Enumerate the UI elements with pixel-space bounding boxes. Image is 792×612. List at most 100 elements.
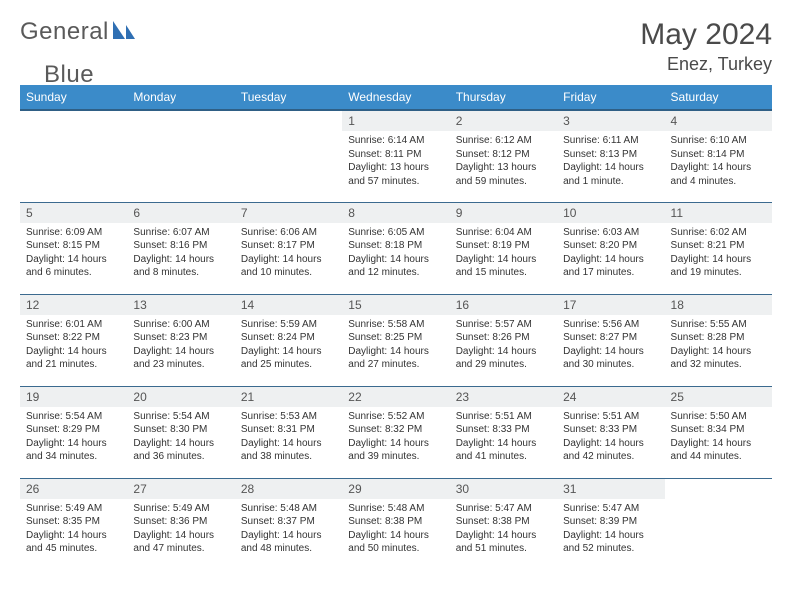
day-cell: 15Sunrise: 5:58 AMSunset: 8:25 PMDayligh… (342, 294, 449, 386)
day-cell: 31Sunrise: 5:47 AMSunset: 8:39 PMDayligh… (557, 478, 664, 570)
day-number: 5 (20, 203, 127, 223)
empty-cell: .. (20, 110, 127, 202)
day-cell: 14Sunrise: 5:59 AMSunset: 8:24 PMDayligh… (235, 294, 342, 386)
day-body: Sunrise: 6:06 AMSunset: 8:17 PMDaylight:… (235, 223, 342, 284)
day-number: 25 (665, 387, 772, 407)
day-body: Sunrise: 5:47 AMSunset: 8:38 PMDaylight:… (450, 499, 557, 560)
day-number: 27 (127, 479, 234, 499)
day-body: Sunrise: 6:02 AMSunset: 8:21 PMDaylight:… (665, 223, 772, 284)
logo: General (20, 18, 139, 46)
day-cell: 13Sunrise: 6:00 AMSunset: 8:23 PMDayligh… (127, 294, 234, 386)
day-cell: 4Sunrise: 6:10 AMSunset: 8:14 PMDaylight… (665, 110, 772, 202)
day-cell: 5Sunrise: 6:09 AMSunset: 8:15 PMDaylight… (20, 202, 127, 294)
day-number: 12 (20, 295, 127, 315)
day-body: Sunrise: 5:49 AMSunset: 8:36 PMDaylight:… (127, 499, 234, 560)
empty-cell: .. (127, 110, 234, 202)
day-cell: 8Sunrise: 6:05 AMSunset: 8:18 PMDaylight… (342, 202, 449, 294)
day-body: Sunrise: 5:54 AMSunset: 8:29 PMDaylight:… (20, 407, 127, 468)
day-number: 26 (20, 479, 127, 499)
logo-text-1: General (20, 18, 109, 46)
day-body: Sunrise: 5:58 AMSunset: 8:25 PMDaylight:… (342, 315, 449, 376)
day-body: Sunrise: 5:54 AMSunset: 8:30 PMDaylight:… (127, 407, 234, 468)
day-number: 8 (342, 203, 449, 223)
day-body: Sunrise: 5:55 AMSunset: 8:28 PMDaylight:… (665, 315, 772, 376)
day-number: 1 (342, 111, 449, 131)
day-number: 2 (450, 111, 557, 131)
day-body: Sunrise: 5:48 AMSunset: 8:38 PMDaylight:… (342, 499, 449, 560)
calendar-body: ......1Sunrise: 6:14 AMSunset: 8:11 PMDa… (20, 110, 772, 570)
day-cell: 29Sunrise: 5:48 AMSunset: 8:38 PMDayligh… (342, 478, 449, 570)
day-body: Sunrise: 6:07 AMSunset: 8:16 PMDaylight:… (127, 223, 234, 284)
empty-cell: .. (235, 110, 342, 202)
day-body: Sunrise: 5:49 AMSunset: 8:35 PMDaylight:… (20, 499, 127, 560)
day-body: Sunrise: 5:50 AMSunset: 8:34 PMDaylight:… (665, 407, 772, 468)
day-cell: 3Sunrise: 6:11 AMSunset: 8:13 PMDaylight… (557, 110, 664, 202)
empty-cell: .. (665, 478, 772, 570)
day-number: 3 (557, 111, 664, 131)
month-year: May 2024 (640, 18, 772, 52)
day-cell: 12Sunrise: 6:01 AMSunset: 8:22 PMDayligh… (20, 294, 127, 386)
day-body: Sunrise: 5:53 AMSunset: 8:31 PMDaylight:… (235, 407, 342, 468)
day-cell: 26Sunrise: 5:49 AMSunset: 8:35 PMDayligh… (20, 478, 127, 570)
day-number: 13 (127, 295, 234, 315)
day-number: 22 (342, 387, 449, 407)
day-body: Sunrise: 6:05 AMSunset: 8:18 PMDaylight:… (342, 223, 449, 284)
day-cell: 10Sunrise: 6:03 AMSunset: 8:20 PMDayligh… (557, 202, 664, 294)
day-body: Sunrise: 5:52 AMSunset: 8:32 PMDaylight:… (342, 407, 449, 468)
day-body: Sunrise: 5:48 AMSunset: 8:37 PMDaylight:… (235, 499, 342, 560)
day-cell: 20Sunrise: 5:54 AMSunset: 8:30 PMDayligh… (127, 386, 234, 478)
day-number: 19 (20, 387, 127, 407)
day-number: 10 (557, 203, 664, 223)
day-cell: 1Sunrise: 6:14 AMSunset: 8:11 PMDaylight… (342, 110, 449, 202)
day-cell: 25Sunrise: 5:50 AMSunset: 8:34 PMDayligh… (665, 386, 772, 478)
calendar-row: 19Sunrise: 5:54 AMSunset: 8:29 PMDayligh… (20, 386, 772, 478)
day-number: 11 (665, 203, 772, 223)
day-number: 20 (127, 387, 234, 407)
day-number: 29 (342, 479, 449, 499)
day-number: 30 (450, 479, 557, 499)
day-cell: 19Sunrise: 5:54 AMSunset: 8:29 PMDayligh… (20, 386, 127, 478)
day-number: 15 (342, 295, 449, 315)
day-number: 18 (665, 295, 772, 315)
day-cell: 24Sunrise: 5:51 AMSunset: 8:33 PMDayligh… (557, 386, 664, 478)
logo-text-2: Blue (44, 61, 94, 89)
day-number: 28 (235, 479, 342, 499)
day-body: Sunrise: 5:57 AMSunset: 8:26 PMDaylight:… (450, 315, 557, 376)
day-number: 17 (557, 295, 664, 315)
day-number: 6 (127, 203, 234, 223)
day-body: Sunrise: 5:59 AMSunset: 8:24 PMDaylight:… (235, 315, 342, 376)
day-cell: 2Sunrise: 6:12 AMSunset: 8:12 PMDaylight… (450, 110, 557, 202)
day-number: 16 (450, 295, 557, 315)
calendar-row: 5Sunrise: 6:09 AMSunset: 8:15 PMDaylight… (20, 202, 772, 294)
day-cell: 30Sunrise: 5:47 AMSunset: 8:38 PMDayligh… (450, 478, 557, 570)
day-body: Sunrise: 6:11 AMSunset: 8:13 PMDaylight:… (557, 131, 664, 192)
day-header: Monday (127, 85, 234, 110)
day-body: Sunrise: 6:01 AMSunset: 8:22 PMDaylight:… (20, 315, 127, 376)
location: Enez, Turkey (640, 54, 772, 75)
day-header: Friday (557, 85, 664, 110)
day-header: Tuesday (235, 85, 342, 110)
day-number: 31 (557, 479, 664, 499)
day-number: 7 (235, 203, 342, 223)
title-block: May 2024 Enez, Turkey (640, 18, 772, 75)
day-cell: 6Sunrise: 6:07 AMSunset: 8:16 PMDaylight… (127, 202, 234, 294)
day-header: Thursday (450, 85, 557, 110)
day-cell: 9Sunrise: 6:04 AMSunset: 8:19 PMDaylight… (450, 202, 557, 294)
day-number: 14 (235, 295, 342, 315)
day-header: Wednesday (342, 85, 449, 110)
day-cell: 22Sunrise: 5:52 AMSunset: 8:32 PMDayligh… (342, 386, 449, 478)
day-cell: 11Sunrise: 6:02 AMSunset: 8:21 PMDayligh… (665, 202, 772, 294)
day-body: Sunrise: 5:47 AMSunset: 8:39 PMDaylight:… (557, 499, 664, 560)
day-cell: 18Sunrise: 5:55 AMSunset: 8:28 PMDayligh… (665, 294, 772, 386)
day-cell: 16Sunrise: 5:57 AMSunset: 8:26 PMDayligh… (450, 294, 557, 386)
day-header: Saturday (665, 85, 772, 110)
day-body: Sunrise: 6:03 AMSunset: 8:20 PMDaylight:… (557, 223, 664, 284)
day-cell: 7Sunrise: 6:06 AMSunset: 8:17 PMDaylight… (235, 202, 342, 294)
day-number: 24 (557, 387, 664, 407)
sail-icon (111, 19, 137, 46)
calendar-row: ......1Sunrise: 6:14 AMSunset: 8:11 PMDa… (20, 110, 772, 202)
day-header-row: SundayMondayTuesdayWednesdayThursdayFrid… (20, 85, 772, 110)
calendar-row: 12Sunrise: 6:01 AMSunset: 8:22 PMDayligh… (20, 294, 772, 386)
calendar-table: SundayMondayTuesdayWednesdayThursdayFrid… (20, 85, 772, 570)
day-cell: 27Sunrise: 5:49 AMSunset: 8:36 PMDayligh… (127, 478, 234, 570)
